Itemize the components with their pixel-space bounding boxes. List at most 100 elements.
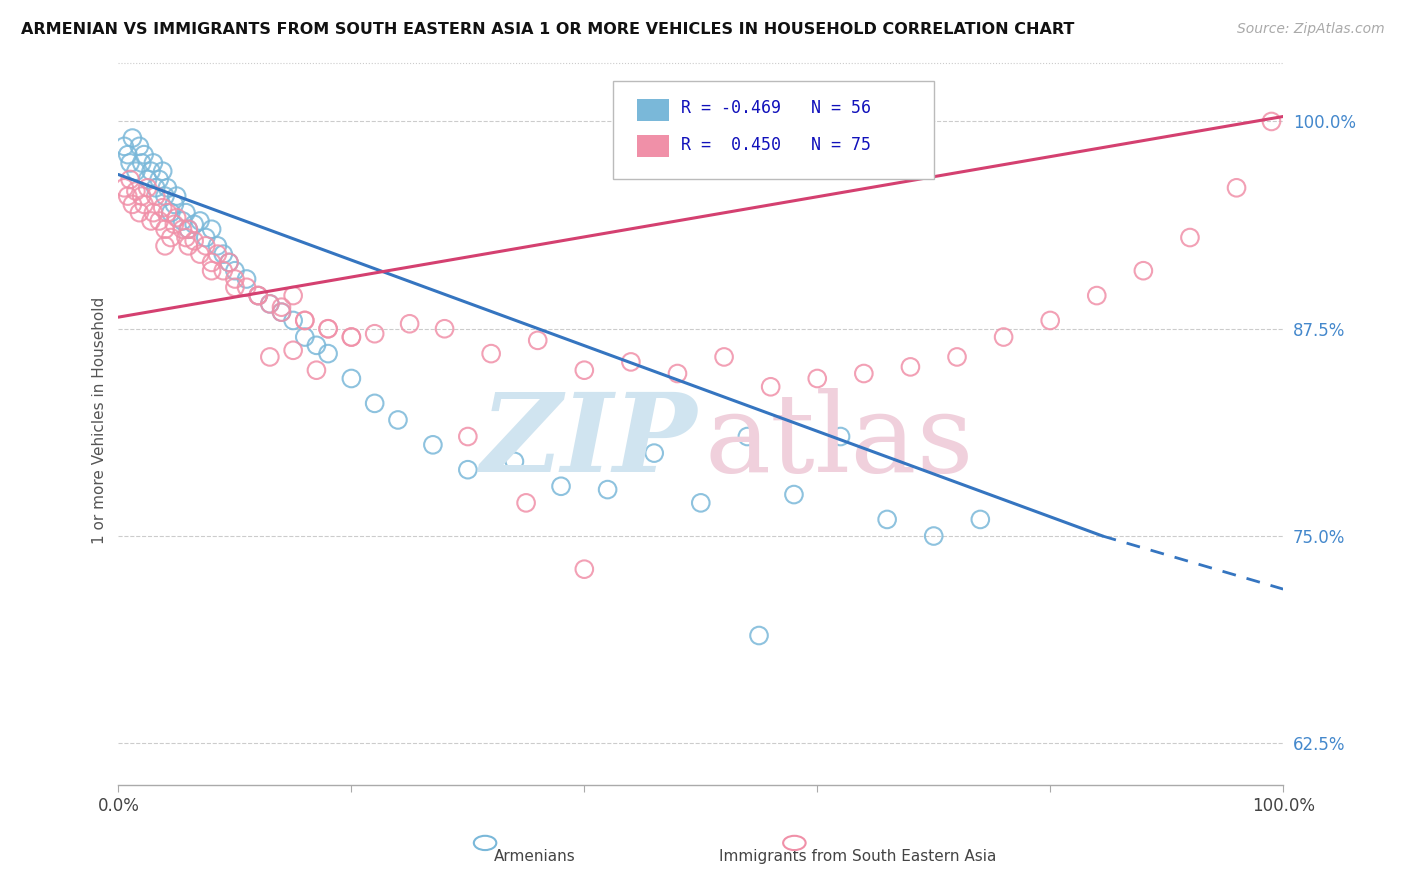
Point xyxy=(218,255,240,269)
Point xyxy=(294,313,316,327)
Point xyxy=(294,313,316,327)
Point xyxy=(281,313,304,327)
Text: Armenians: Armenians xyxy=(494,849,575,864)
Point xyxy=(224,280,246,294)
Point xyxy=(145,181,167,195)
Point xyxy=(125,164,148,178)
Point xyxy=(281,288,304,302)
Point xyxy=(596,483,619,497)
Point xyxy=(526,334,548,348)
Point xyxy=(574,562,596,576)
Point xyxy=(132,147,155,161)
Point xyxy=(166,189,188,203)
Point xyxy=(148,214,170,228)
Point xyxy=(177,222,200,236)
Point xyxy=(201,263,224,277)
FancyBboxPatch shape xyxy=(637,136,669,157)
Text: R = -0.469   N = 56: R = -0.469 N = 56 xyxy=(681,99,870,118)
Text: Immigrants from South Eastern Asia: Immigrants from South Eastern Asia xyxy=(718,849,997,864)
Point xyxy=(259,297,281,311)
Point xyxy=(153,189,176,203)
Text: atlas: atlas xyxy=(704,388,974,495)
Point xyxy=(156,181,179,195)
Point xyxy=(666,367,689,381)
Point xyxy=(689,496,711,510)
Point xyxy=(643,446,665,460)
Point xyxy=(305,363,328,377)
Point xyxy=(117,147,139,161)
Point xyxy=(166,211,188,225)
FancyBboxPatch shape xyxy=(637,99,669,120)
Point xyxy=(142,156,165,170)
Point xyxy=(270,305,292,319)
Point xyxy=(177,222,200,236)
Point xyxy=(1085,288,1108,302)
Text: ARMENIAN VS IMMIGRANTS FROM SOUTH EASTERN ASIA 1 OR MORE VEHICLES IN HOUSEHOLD C: ARMENIAN VS IMMIGRANTS FROM SOUTH EASTER… xyxy=(21,22,1074,37)
Point xyxy=(316,346,339,360)
Point xyxy=(145,189,167,203)
Point xyxy=(259,297,281,311)
Point xyxy=(136,172,159,186)
Point xyxy=(183,217,205,231)
Point xyxy=(363,396,385,410)
Point xyxy=(830,429,852,443)
Point xyxy=(148,172,170,186)
Text: ZIP: ZIP xyxy=(481,388,697,496)
Point xyxy=(160,205,183,219)
Point xyxy=(340,330,363,344)
Point xyxy=(128,139,150,153)
Point xyxy=(224,272,246,286)
Point xyxy=(574,363,596,377)
Point xyxy=(156,205,179,219)
Point xyxy=(207,239,229,253)
Point xyxy=(194,230,217,244)
Point xyxy=(153,239,176,253)
FancyBboxPatch shape xyxy=(613,80,934,179)
Point xyxy=(174,230,197,244)
Point xyxy=(139,214,162,228)
Point xyxy=(172,222,194,236)
Point xyxy=(1260,114,1282,128)
Point xyxy=(120,156,142,170)
Text: Source: ZipAtlas.com: Source: ZipAtlas.com xyxy=(1237,22,1385,37)
Point xyxy=(340,330,363,344)
Point xyxy=(876,512,898,526)
Point xyxy=(121,131,143,145)
Point xyxy=(194,239,217,253)
Point xyxy=(224,263,246,277)
Point xyxy=(172,214,194,228)
Point xyxy=(713,350,735,364)
Point xyxy=(212,247,235,261)
Point xyxy=(152,164,174,178)
Point xyxy=(259,350,281,364)
Point xyxy=(806,371,828,385)
Point xyxy=(270,305,292,319)
Point xyxy=(737,429,759,443)
Point xyxy=(201,222,224,236)
Point xyxy=(218,255,240,269)
Point xyxy=(188,214,211,228)
Point xyxy=(946,350,969,364)
Point xyxy=(188,247,211,261)
Point xyxy=(128,205,150,219)
Point xyxy=(457,463,479,477)
Point xyxy=(1178,230,1201,244)
Point xyxy=(922,529,945,543)
Point xyxy=(270,300,292,314)
Point xyxy=(398,317,420,331)
Point xyxy=(316,322,339,336)
Point xyxy=(316,322,339,336)
Point xyxy=(247,288,270,302)
Point xyxy=(112,139,135,153)
Point xyxy=(163,197,186,211)
Point xyxy=(142,205,165,219)
Point xyxy=(112,181,135,195)
Point xyxy=(183,234,205,248)
Point xyxy=(201,255,224,269)
Point xyxy=(160,230,183,244)
Point xyxy=(759,380,782,394)
Point xyxy=(247,288,270,302)
Point xyxy=(1132,263,1154,277)
Point xyxy=(294,330,316,344)
Point xyxy=(422,438,444,452)
